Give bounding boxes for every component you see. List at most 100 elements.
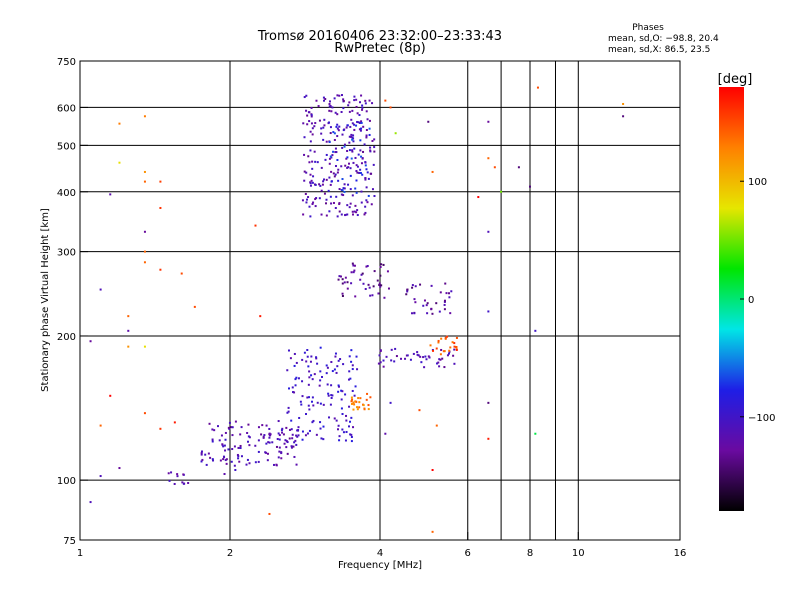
data-point: [327, 394, 330, 397]
data-point: [426, 312, 429, 315]
x-tick-label: 4: [377, 548, 383, 559]
data-point: [435, 424, 438, 427]
data-point: [305, 171, 308, 174]
data-point: [168, 479, 171, 482]
data-point: [350, 433, 353, 436]
data-point: [330, 202, 333, 205]
data-point: [360, 155, 363, 158]
data-point: [358, 406, 361, 409]
data-point: [268, 436, 271, 439]
data-point: [254, 461, 257, 464]
data-point: [318, 119, 321, 122]
data-point: [310, 122, 313, 125]
data-point: [329, 403, 332, 406]
data-point: [328, 210, 331, 213]
data-point: [328, 176, 331, 179]
data-point: [307, 155, 310, 158]
data-point: [359, 149, 362, 152]
data-point: [314, 122, 317, 125]
data-point: [218, 439, 221, 442]
data-point: [487, 120, 490, 123]
data-point: [448, 296, 451, 299]
data-point: [311, 167, 314, 170]
data-point: [356, 112, 359, 115]
colorbar-tick-label: −100: [748, 413, 775, 424]
data-point: [358, 401, 361, 404]
data-point: [176, 475, 179, 478]
data-point: [338, 435, 341, 438]
data-point: [294, 384, 297, 387]
data-point: [230, 426, 233, 429]
data-point: [342, 431, 345, 434]
data-point: [455, 348, 458, 351]
data-point: [336, 365, 339, 368]
data-point: [364, 178, 367, 181]
data-point: [304, 192, 307, 195]
data-point: [367, 283, 370, 286]
data-point: [359, 129, 362, 132]
data-point: [341, 413, 344, 416]
data-point: [348, 162, 351, 165]
data-point: [345, 430, 348, 433]
data-point: [330, 384, 333, 387]
data-point: [276, 437, 279, 440]
data-point: [379, 285, 382, 288]
data-point: [343, 145, 346, 148]
data-point: [347, 166, 350, 169]
data-point: [248, 444, 251, 447]
data-point: [296, 429, 299, 432]
data-point: [167, 472, 170, 475]
data-point: [200, 452, 203, 455]
data-point: [350, 402, 353, 405]
data-point: [389, 106, 392, 109]
data-point: [320, 127, 323, 130]
data-point: [395, 355, 398, 358]
data-point: [367, 408, 370, 411]
data-point: [340, 407, 343, 410]
data-point: [333, 138, 336, 141]
data-point: [369, 396, 372, 399]
data-point: [356, 214, 359, 217]
data-point: [224, 449, 227, 452]
data-point: [342, 363, 345, 366]
data-point: [369, 146, 372, 149]
data-point: [337, 129, 340, 132]
data-point: [335, 195, 338, 198]
data-point: [342, 100, 345, 103]
data-point: [452, 354, 455, 357]
data-point: [312, 175, 315, 178]
data-point: [338, 202, 341, 205]
data-point: [323, 118, 326, 121]
data-point: [351, 109, 354, 112]
data-point: [286, 452, 289, 455]
data-point: [330, 394, 333, 397]
data-point: [321, 375, 324, 378]
data-point: [355, 211, 358, 214]
data-point: [271, 441, 274, 444]
data-point: [341, 133, 344, 136]
data-point: [310, 374, 313, 377]
data-point: [99, 288, 102, 291]
data-point: [363, 407, 366, 410]
data-point: [301, 199, 304, 202]
data-point: [236, 453, 239, 456]
data-point: [338, 439, 341, 442]
data-point: [323, 99, 326, 102]
data-point: [278, 438, 281, 441]
data-point: [351, 210, 354, 213]
data-point: [287, 349, 290, 352]
x-tick-label: 1: [77, 548, 83, 559]
data-point: [311, 160, 314, 163]
data-point: [334, 151, 337, 154]
data-point: [357, 397, 360, 400]
data-point: [299, 400, 302, 403]
data-point: [307, 404, 310, 407]
data-point: [350, 282, 353, 285]
data-point: [222, 458, 225, 461]
data-point: [364, 102, 367, 105]
data-point: [289, 357, 292, 360]
data-point: [349, 174, 352, 177]
data-point: [446, 354, 449, 357]
data-point: [307, 383, 310, 386]
data-point: [348, 135, 351, 138]
